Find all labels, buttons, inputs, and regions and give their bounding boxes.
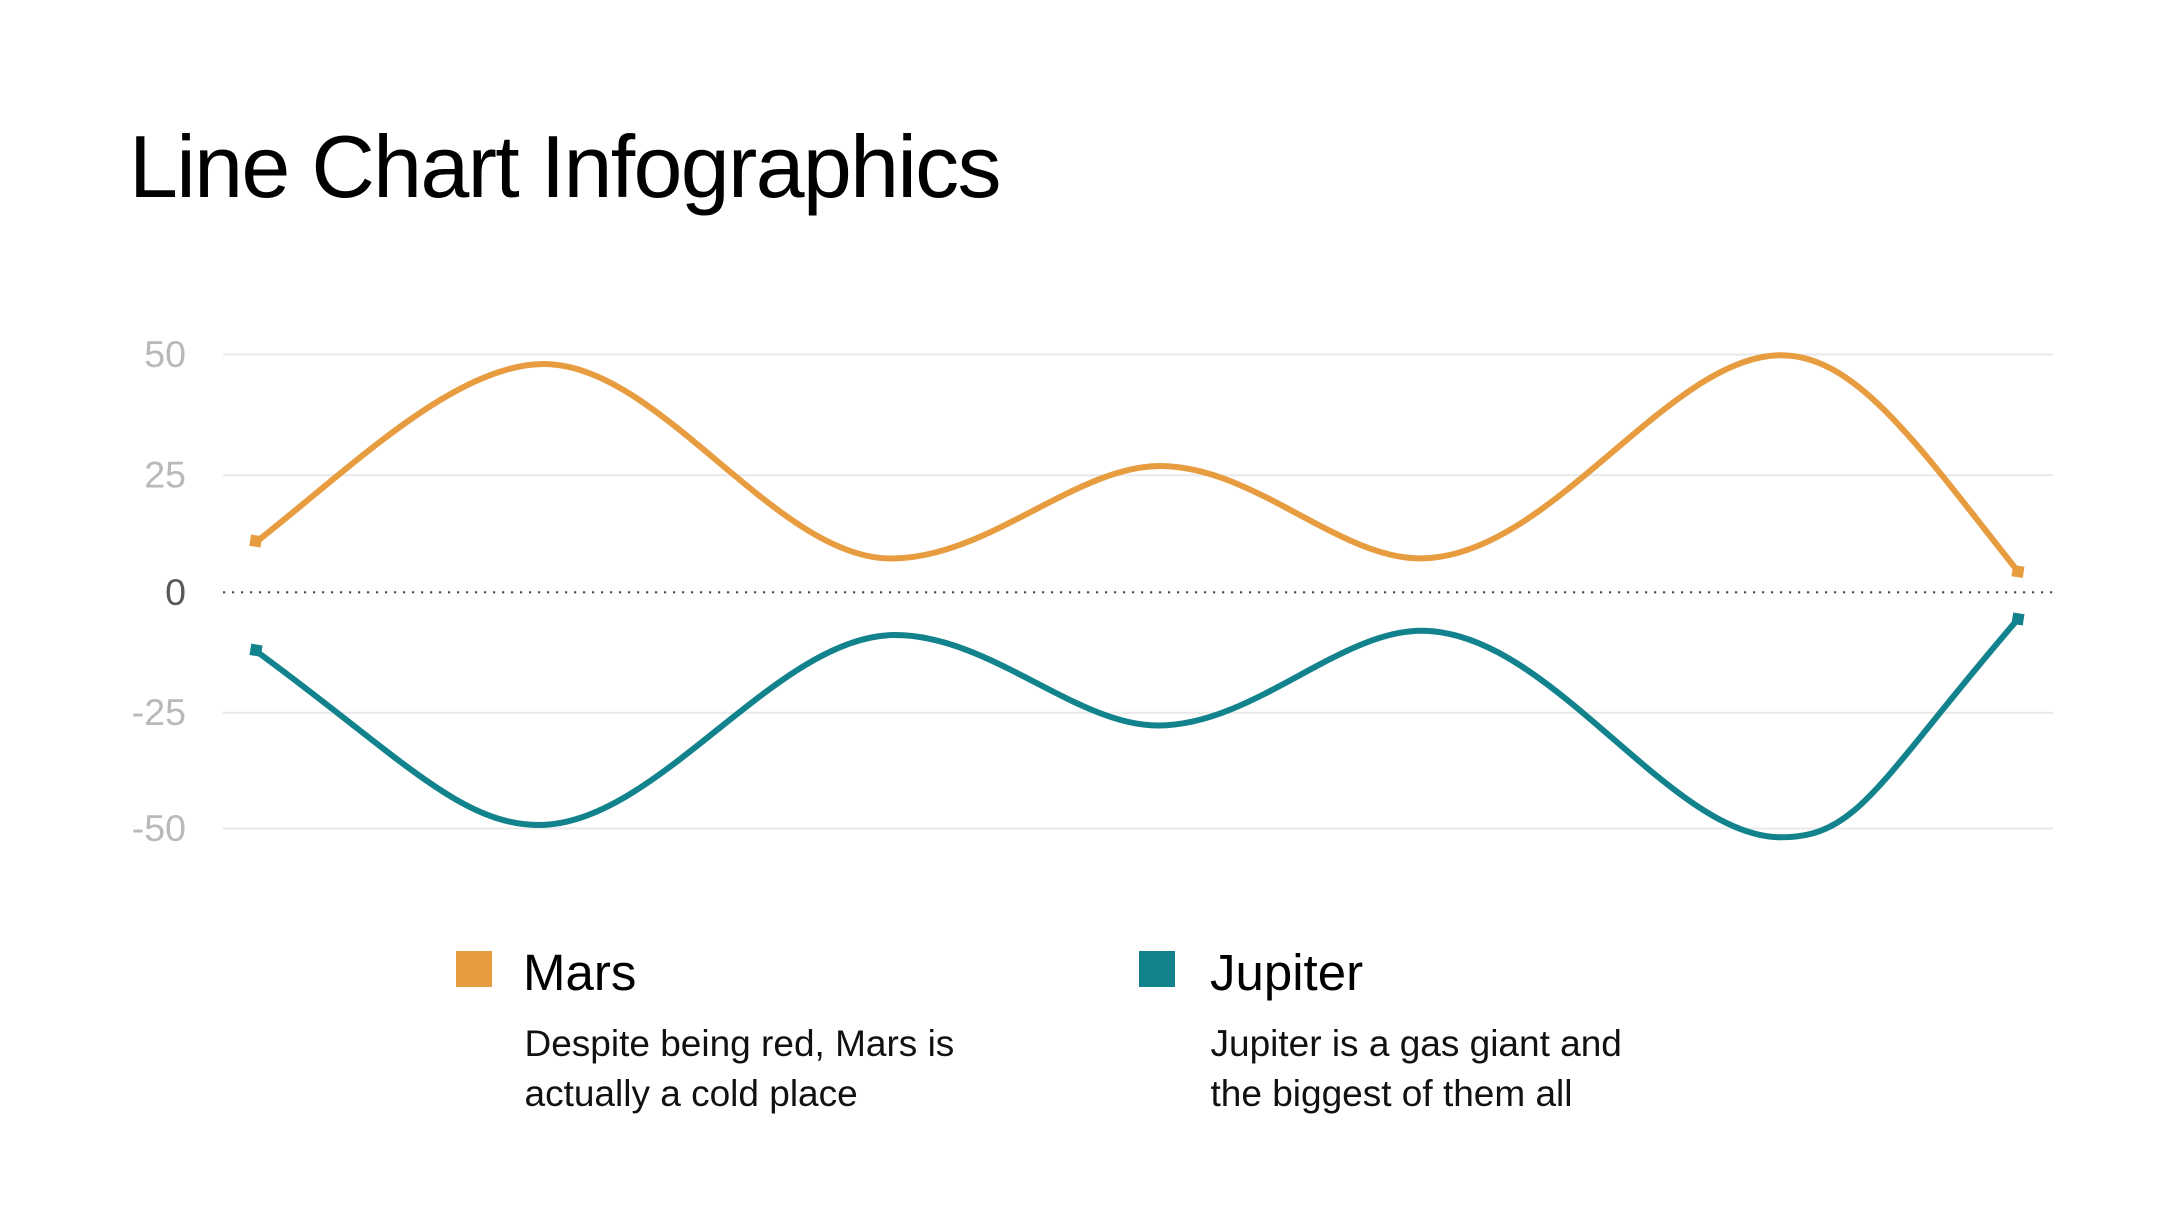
svg-text:-25: -25 bbox=[132, 691, 186, 733]
svg-text:0: 0 bbox=[165, 571, 186, 613]
svg-text:50: 50 bbox=[144, 333, 186, 375]
svg-text:25: 25 bbox=[144, 454, 186, 496]
svg-text:-50: -50 bbox=[132, 807, 186, 849]
